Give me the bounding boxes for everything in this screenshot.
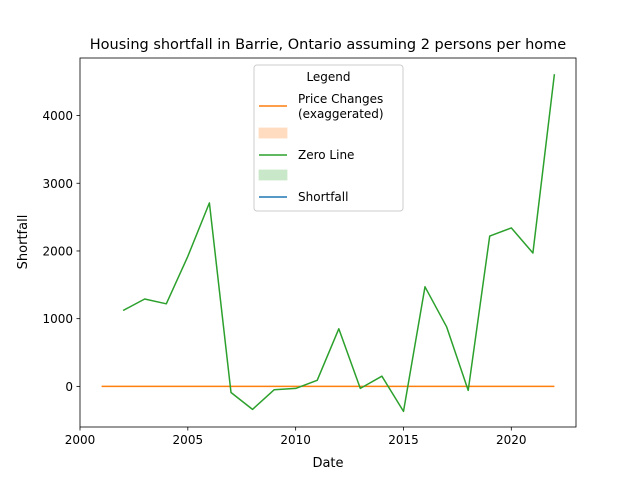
y-tick-label: 4000: [42, 109, 73, 123]
series-line-1: [122, 74, 556, 413]
y-tick-label: 0: [65, 380, 73, 394]
legend-patch-swatch: [258, 127, 288, 139]
plot-area: [79, 57, 577, 428]
y-tick-label: 3000: [42, 177, 73, 191]
x-tick-label: 2005: [173, 433, 204, 447]
y-tick-label: 2000: [42, 244, 73, 258]
legend-box: [253, 64, 404, 212]
y-axis-ticks: 0 1000 2000 3000 4000: [42, 109, 80, 394]
legend-title: Legend: [306, 70, 350, 84]
x-axis-label: Date: [312, 456, 343, 471]
legend-patch-swatch: [258, 169, 288, 181]
axes-frame: [79, 57, 577, 428]
chart-title: Housing shortfall in Barrie, Ontario ass…: [90, 37, 567, 53]
y-axis-label: Shortfall: [16, 215, 31, 270]
legend-label: Zero Line: [298, 148, 354, 162]
x-tick-label: 2020: [496, 433, 527, 447]
x-tick-label: 2010: [280, 433, 311, 447]
legend-label: (exaggerated): [298, 107, 384, 121]
legend: Legend Price Changes(exaggerated) Zero Lin…: [253, 64, 404, 212]
x-axis-ticks: 2000 2005 2010 2015 2020: [65, 427, 527, 447]
x-tick-label: 2015: [388, 433, 419, 447]
legend-label: Shortfall: [298, 190, 348, 204]
y-tick-label: 1000: [42, 312, 73, 326]
x-tick-label: 2000: [65, 433, 96, 447]
legend-label: Price Changes: [298, 92, 383, 106]
